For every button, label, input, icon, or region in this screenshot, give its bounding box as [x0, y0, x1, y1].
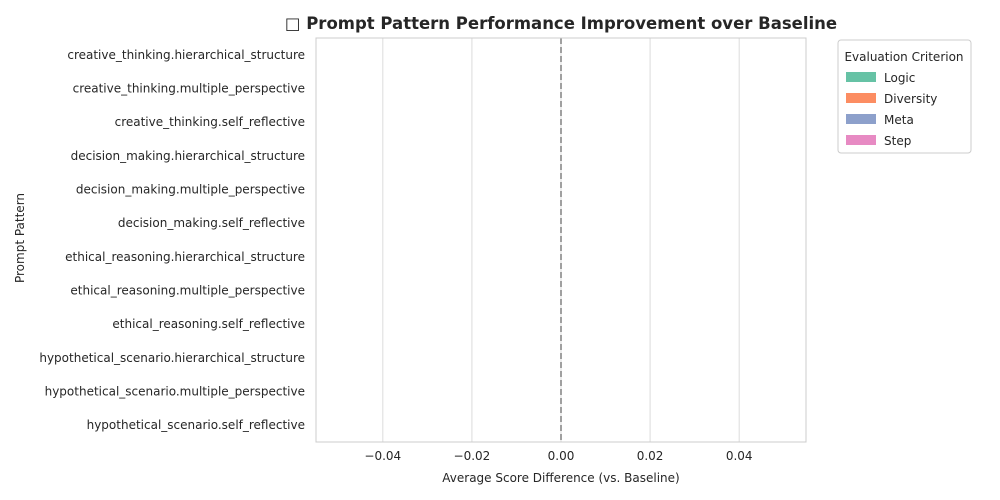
- y-tick-label: decision_making.hierarchical_structure: [71, 149, 305, 163]
- y-tick-label: creative_thinking.hierarchical_structure: [67, 48, 305, 62]
- y-tick-label: ethical_reasoning.multiple_perspective: [70, 284, 305, 298]
- y-tick-label: ethical_reasoning.hierarchical_structure: [65, 250, 305, 264]
- y-tick-label: decision_making.multiple_perspective: [76, 183, 305, 197]
- x-tick-label: 0.02: [637, 449, 664, 463]
- y-tick-label: decision_making.self_reflective: [118, 216, 305, 230]
- legend-swatch-step: [846, 135, 876, 145]
- legend-label-step: Step: [884, 134, 911, 148]
- x-tick-label: 0.00: [548, 449, 575, 463]
- y-tick-label: ethical_reasoning.self_reflective: [112, 317, 305, 331]
- x-axis-label: Average Score Difference (vs. Baseline): [442, 471, 679, 485]
- y-tick-labels: creative_thinking.hierarchical_structure…: [39, 48, 305, 432]
- legend-label-diversity: Diversity: [884, 92, 937, 106]
- y-tick-label: creative_thinking.multiple_perspective: [73, 82, 305, 96]
- y-axis-label: Prompt Pattern: [13, 193, 27, 283]
- legend-label-meta: Meta: [884, 113, 914, 127]
- y-tick-label: creative_thinking.self_reflective: [115, 115, 305, 129]
- y-tick-label: hypothetical_scenario.self_reflective: [87, 418, 305, 432]
- legend-title: Evaluation Criterion: [844, 50, 963, 64]
- legend-swatch-meta: [846, 114, 876, 124]
- x-tick-labels: −0.04 −0.02 0.00 0.02 0.04: [364, 449, 752, 463]
- chart-title: □ Prompt Pattern Performance Improvement…: [285, 14, 837, 33]
- plot-frame: [315, 37, 807, 443]
- legend-items: Logic Diversity Meta Step: [846, 71, 937, 148]
- legend-label-logic: Logic: [884, 71, 915, 85]
- y-tick-label: hypothetical_scenario.multiple_perspecti…: [45, 385, 305, 399]
- x-tick-label: −0.02: [454, 449, 491, 463]
- legend-swatch-logic: [846, 72, 876, 82]
- legend-box: [837, 39, 972, 154]
- x-tick-label: −0.04: [364, 449, 401, 463]
- y-tick-label: hypothetical_scenario.hierarchical_struc…: [39, 351, 305, 365]
- legend: Evaluation Criterion Logic Diversity Meta S…: [837, 39, 972, 154]
- x-tick-label: 0.04: [726, 449, 753, 463]
- legend-swatch-diversity: [846, 93, 876, 103]
